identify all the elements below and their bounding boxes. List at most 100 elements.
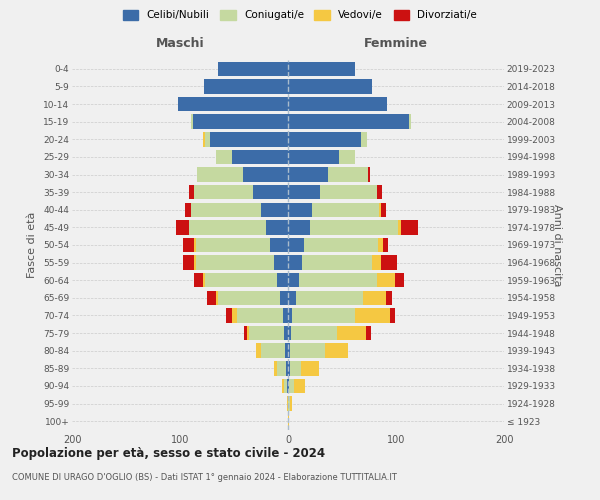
Bar: [377, 273, 395, 287]
Bar: [288, 132, 361, 146]
Bar: [287, 396, 288, 411]
Bar: [197, 168, 242, 181]
Y-axis label: Fasce di età: Fasce di età: [28, 212, 37, 278]
Bar: [237, 308, 283, 322]
Bar: [366, 326, 371, 340]
Bar: [292, 308, 355, 322]
Bar: [409, 114, 411, 129]
Bar: [395, 273, 404, 287]
Bar: [277, 361, 286, 376]
Bar: [183, 256, 194, 270]
Bar: [288, 238, 304, 252]
Bar: [288, 256, 302, 270]
Bar: [288, 396, 290, 411]
Bar: [288, 378, 289, 393]
Bar: [274, 361, 277, 376]
Bar: [288, 273, 299, 287]
Bar: [218, 290, 280, 305]
Bar: [372, 256, 381, 270]
Bar: [285, 344, 288, 358]
Bar: [288, 114, 409, 129]
Bar: [288, 344, 290, 358]
Bar: [194, 256, 196, 270]
Bar: [232, 150, 288, 164]
Bar: [191, 202, 261, 217]
Bar: [232, 308, 237, 322]
Bar: [325, 344, 349, 358]
Bar: [295, 378, 305, 393]
Bar: [320, 185, 377, 200]
Bar: [196, 238, 269, 252]
Bar: [302, 256, 372, 270]
Text: COMUNE DI URAGO D'OGLIO (BS) - Dati ISTAT 1° gennaio 2024 - Elaborazione TUTTITA: COMUNE DI URAGO D'OGLIO (BS) - Dati ISTA…: [12, 472, 397, 482]
Bar: [249, 326, 284, 340]
Bar: [290, 396, 292, 411]
Bar: [288, 168, 328, 181]
Bar: [191, 114, 193, 129]
Bar: [389, 308, 395, 322]
Bar: [176, 220, 188, 234]
Bar: [401, 220, 418, 234]
Bar: [301, 361, 319, 376]
Bar: [288, 361, 290, 376]
Bar: [196, 256, 274, 270]
Bar: [207, 290, 215, 305]
Bar: [381, 202, 386, 217]
Bar: [288, 150, 339, 164]
Bar: [361, 132, 367, 146]
Bar: [310, 220, 398, 234]
Bar: [368, 168, 370, 181]
Bar: [328, 168, 368, 181]
Bar: [218, 62, 288, 76]
Bar: [205, 132, 210, 146]
Bar: [244, 326, 247, 340]
Bar: [247, 326, 249, 340]
Bar: [304, 238, 377, 252]
Bar: [299, 273, 377, 287]
Bar: [377, 238, 383, 252]
Bar: [188, 185, 194, 200]
Bar: [288, 308, 292, 322]
Legend: Celibi/Nubili, Coniugati/e, Vedovi/e, Divorziati/e: Celibi/Nubili, Coniugati/e, Vedovi/e, Di…: [123, 10, 477, 20]
Bar: [377, 185, 382, 200]
Bar: [194, 273, 203, 287]
Bar: [277, 273, 288, 287]
Bar: [398, 220, 401, 234]
Bar: [193, 114, 288, 129]
Bar: [178, 97, 288, 112]
Bar: [266, 220, 288, 234]
Bar: [289, 378, 295, 393]
Bar: [386, 290, 392, 305]
Bar: [194, 238, 196, 252]
Bar: [339, 150, 355, 164]
Bar: [288, 202, 312, 217]
Bar: [210, 132, 288, 146]
Bar: [205, 273, 277, 287]
Bar: [188, 220, 266, 234]
Bar: [291, 326, 337, 340]
Bar: [261, 202, 288, 217]
Bar: [288, 79, 372, 94]
Bar: [242, 168, 288, 181]
Bar: [288, 326, 291, 340]
Bar: [256, 344, 261, 358]
Bar: [296, 290, 362, 305]
Bar: [283, 308, 288, 322]
Bar: [288, 97, 388, 112]
Bar: [226, 308, 232, 322]
Bar: [288, 290, 296, 305]
Bar: [284, 378, 287, 393]
Bar: [281, 378, 284, 393]
Bar: [204, 79, 288, 94]
Bar: [280, 290, 288, 305]
Bar: [274, 256, 288, 270]
Bar: [381, 256, 397, 270]
Bar: [290, 344, 325, 358]
Bar: [379, 202, 381, 217]
Bar: [288, 62, 355, 76]
Bar: [312, 202, 379, 217]
Bar: [337, 326, 366, 340]
Bar: [215, 150, 232, 164]
Bar: [215, 290, 218, 305]
Bar: [383, 238, 388, 252]
